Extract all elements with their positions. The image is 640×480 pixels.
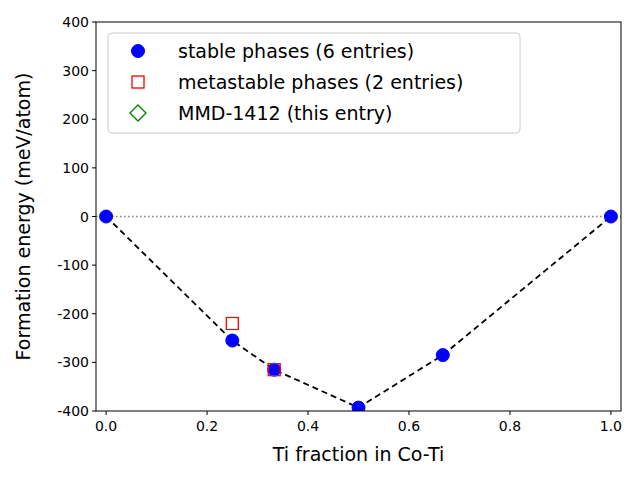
y-tick — [92, 216, 96, 217]
y-tick — [92, 119, 96, 120]
x-tick — [308, 411, 309, 415]
x-tick-label: 0.0 — [95, 418, 117, 434]
x-tick — [408, 411, 409, 415]
data-point — [604, 210, 617, 223]
x-tick — [106, 411, 107, 415]
plot-area — [96, 210, 621, 411]
legend-marker — [132, 76, 144, 88]
data-point — [226, 317, 238, 329]
x-tick — [610, 411, 611, 415]
x-tick — [207, 411, 208, 415]
y-tick — [92, 362, 96, 363]
legend: stable phases (6 entries) metastable phas… — [108, 33, 520, 133]
legend-label: MMD-1412 (this entry) — [178, 102, 392, 124]
x-tick-label: 0.2 — [196, 418, 218, 434]
y-tick-label: -100 — [57, 257, 89, 273]
y-tick-label: 400 — [62, 14, 89, 30]
legend-label: metastable phases (2 entries) — [178, 71, 463, 93]
y-tick-label: -300 — [57, 354, 89, 370]
x-tick-label: 1.0 — [600, 418, 622, 434]
y-tick — [92, 265, 96, 266]
y-tick-label: -400 — [57, 403, 89, 419]
x-axis-label: Ti fraction in Co-Ti — [272, 443, 444, 465]
data-point — [352, 401, 365, 411]
y-tick — [92, 411, 96, 412]
reference-line — [96, 216, 621, 218]
x-tick-label: 0.8 — [499, 418, 521, 434]
x-tick-label: 0.6 — [398, 418, 420, 434]
legend-box — [108, 33, 520, 133]
data-point — [268, 364, 280, 376]
y-tick — [92, 313, 96, 314]
data-point — [268, 363, 281, 376]
y-tick — [92, 70, 96, 71]
legend-marker — [132, 45, 145, 58]
data-point — [100, 210, 113, 223]
x-tick — [509, 411, 510, 415]
hull-line — [106, 217, 611, 408]
y-tick — [92, 167, 96, 168]
y-tick-label: -200 — [57, 306, 89, 322]
data-point — [436, 349, 449, 362]
y-tick-label: 100 — [62, 160, 89, 176]
plot-frame — [96, 22, 621, 411]
legend-label: stable phases (6 entries) — [178, 40, 414, 62]
y-tick-label: 200 — [62, 111, 89, 127]
data-point — [226, 334, 239, 347]
legend-marker — [130, 105, 146, 121]
y-axis-label: Formation energy (meV/atom) — [12, 73, 34, 361]
x-tick-label: 0.4 — [297, 418, 319, 434]
y-tick — [92, 22, 96, 23]
y-tick-label: 300 — [62, 63, 89, 79]
y-tick-label: 0 — [80, 209, 89, 225]
chart: 0.0 0.2 0.4 0.6 0.8 1.0 -400 -300 -200 -100 0 100 20… — [0, 0, 640, 480]
